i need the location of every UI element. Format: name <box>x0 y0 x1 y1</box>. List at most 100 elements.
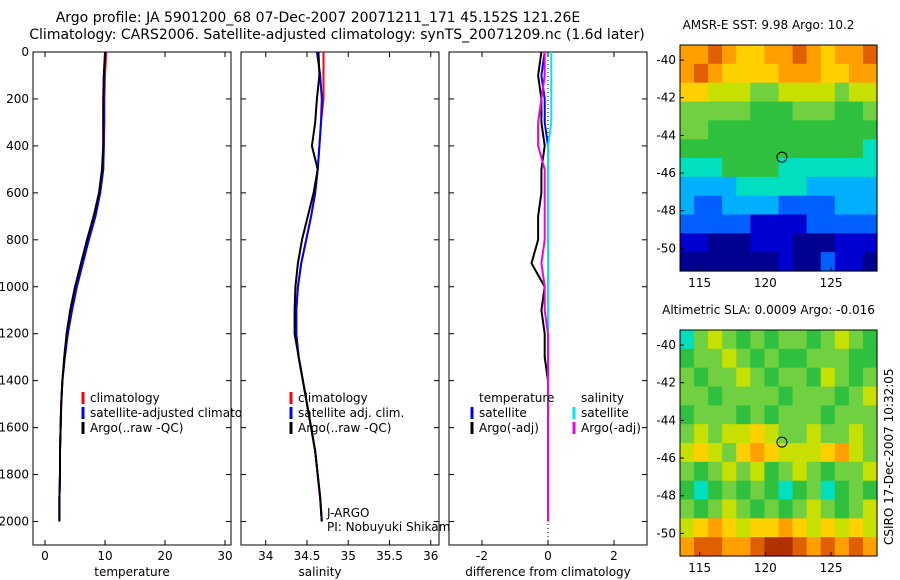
heatmap-cell <box>680 405 695 425</box>
heatmap-cell <box>862 386 878 406</box>
depth-tick-label: 1400 <box>0 374 29 388</box>
heatmap-cell <box>778 330 794 350</box>
map-title: Altimetric SLA: 0.0009 Argo: -0.016 <box>662 303 875 317</box>
heatmap-cell <box>834 348 850 369</box>
x-tick-label: 0 <box>41 549 49 563</box>
heatmap-cell <box>834 233 850 253</box>
heatmap-cell <box>736 367 751 388</box>
heatmap-cell <box>708 367 723 388</box>
heatmap-cell <box>736 537 751 557</box>
legend-salinity-heading: salinity <box>581 391 624 405</box>
heatmap-cell <box>750 518 766 538</box>
heatmap-cell <box>820 139 836 159</box>
temperature-panel: 0 10 20 30 0 200 400 600 800 1000 1200 1400 1600 1800… <box>0 45 268 579</box>
heatmap-cell <box>736 386 751 406</box>
heatmap-cell <box>834 158 850 178</box>
heatmap-cell <box>750 45 766 65</box>
argo-position-marker <box>776 151 788 163</box>
heatmap-cell <box>694 233 709 253</box>
heatmap-cell <box>764 424 780 444</box>
heatmap-cell <box>722 518 737 538</box>
heatmap-cell <box>806 424 822 444</box>
heatmap-cell <box>792 537 808 557</box>
heatmap-cell <box>834 214 850 234</box>
heatmap-cell <box>820 214 836 234</box>
lat-tick-label: -50 <box>656 526 676 540</box>
heatmap-cell <box>764 101 780 121</box>
heatmap-cell <box>806 386 822 406</box>
heatmap-cell <box>764 233 780 253</box>
heatmap-cell <box>862 195 878 216</box>
heatmap-cell <box>680 424 695 444</box>
depth-tick-label: 400 <box>6 139 29 153</box>
heatmap-cell <box>792 82 808 103</box>
heatmap-cell <box>764 367 780 388</box>
heatmap-cell <box>694 139 709 159</box>
heatmap-cell <box>736 330 751 350</box>
heatmap-cell <box>694 518 709 538</box>
heatmap-cell <box>736 176 751 197</box>
heatmap-cell <box>680 45 695 65</box>
heatmap-cell <box>708 518 723 538</box>
heatmap-cell <box>834 63 850 84</box>
depth-tick-label: 800 <box>6 233 29 247</box>
heatmap-cell <box>750 176 766 197</box>
heatmap-cell <box>806 518 822 538</box>
heatmap-cell <box>862 158 878 178</box>
heatmap-cell <box>848 367 864 388</box>
heatmap-cell <box>848 176 864 197</box>
heatmap-cell <box>680 348 695 369</box>
heatmap-cell <box>764 120 780 140</box>
heatmap-cell <box>680 386 695 406</box>
heatmap-cell <box>806 82 822 103</box>
heatmap-cell <box>806 63 822 84</box>
heatmap-cell <box>736 480 751 501</box>
heatmap-cell <box>694 330 709 350</box>
heatmap-cell <box>778 214 794 234</box>
map-frame <box>679 44 878 272</box>
heatmap-cell <box>778 537 794 557</box>
heatmap-cell <box>862 499 878 519</box>
salinity-panel: 34 34.5 35 35.5 36 salinity climatologysatelli… <box>240 51 458 579</box>
heatmap-cell <box>834 82 850 103</box>
legend-label: Argo(-adj) <box>581 421 641 435</box>
heatmap-cell <box>848 499 864 519</box>
heatmap-cell <box>722 120 737 140</box>
legend-label: satellite-adjusted climatology <box>90 406 268 420</box>
heatmap-cell <box>820 158 836 178</box>
heatmap-cell <box>820 405 836 425</box>
heatmap-cell <box>848 139 864 159</box>
heatmap-cell <box>694 537 709 557</box>
lat-tick-label: -48 <box>656 489 676 503</box>
heatmap-cell <box>750 461 766 482</box>
heatmap-cell <box>722 214 737 234</box>
heatmap-cell <box>806 252 822 272</box>
heatmap-cell <box>750 101 766 121</box>
heatmap-cell <box>806 45 822 65</box>
heatmap-cell <box>750 499 766 519</box>
lat-tick-label: -40 <box>656 338 676 352</box>
heatmap-cell <box>834 45 850 65</box>
heatmap-cell <box>862 537 878 557</box>
heatmap-cell <box>736 518 751 538</box>
sla-map-panel: Altimetric SLA: 0.0009 Argo: -0.016 115 12… <box>656 303 878 575</box>
heatmap-cell <box>764 158 780 178</box>
heatmap-cell <box>778 176 794 197</box>
heatmap-cell <box>764 386 780 406</box>
heatmap-cell <box>736 45 751 65</box>
heatmap-cell <box>806 158 822 178</box>
heatmap-cell <box>694 443 709 463</box>
heatmap-cell <box>862 176 878 197</box>
heatmap-cell <box>792 139 808 159</box>
heatmap-cell <box>820 480 836 501</box>
heatmap-cell <box>736 348 751 369</box>
legend-label: satellite adj. clim. <box>298 406 404 420</box>
heatmap-cell <box>806 195 822 216</box>
heatmap-cell <box>722 348 737 369</box>
lat-tick-label: -50 <box>656 241 676 255</box>
lat-tick-label: -42 <box>656 91 676 105</box>
heatmap-cell <box>820 63 836 84</box>
difference-panel: -2 0 2 difference from climatology temperatu… <box>448 51 648 579</box>
heatmap-cell <box>848 386 864 406</box>
depth-tick-label: 1000 <box>0 280 29 294</box>
